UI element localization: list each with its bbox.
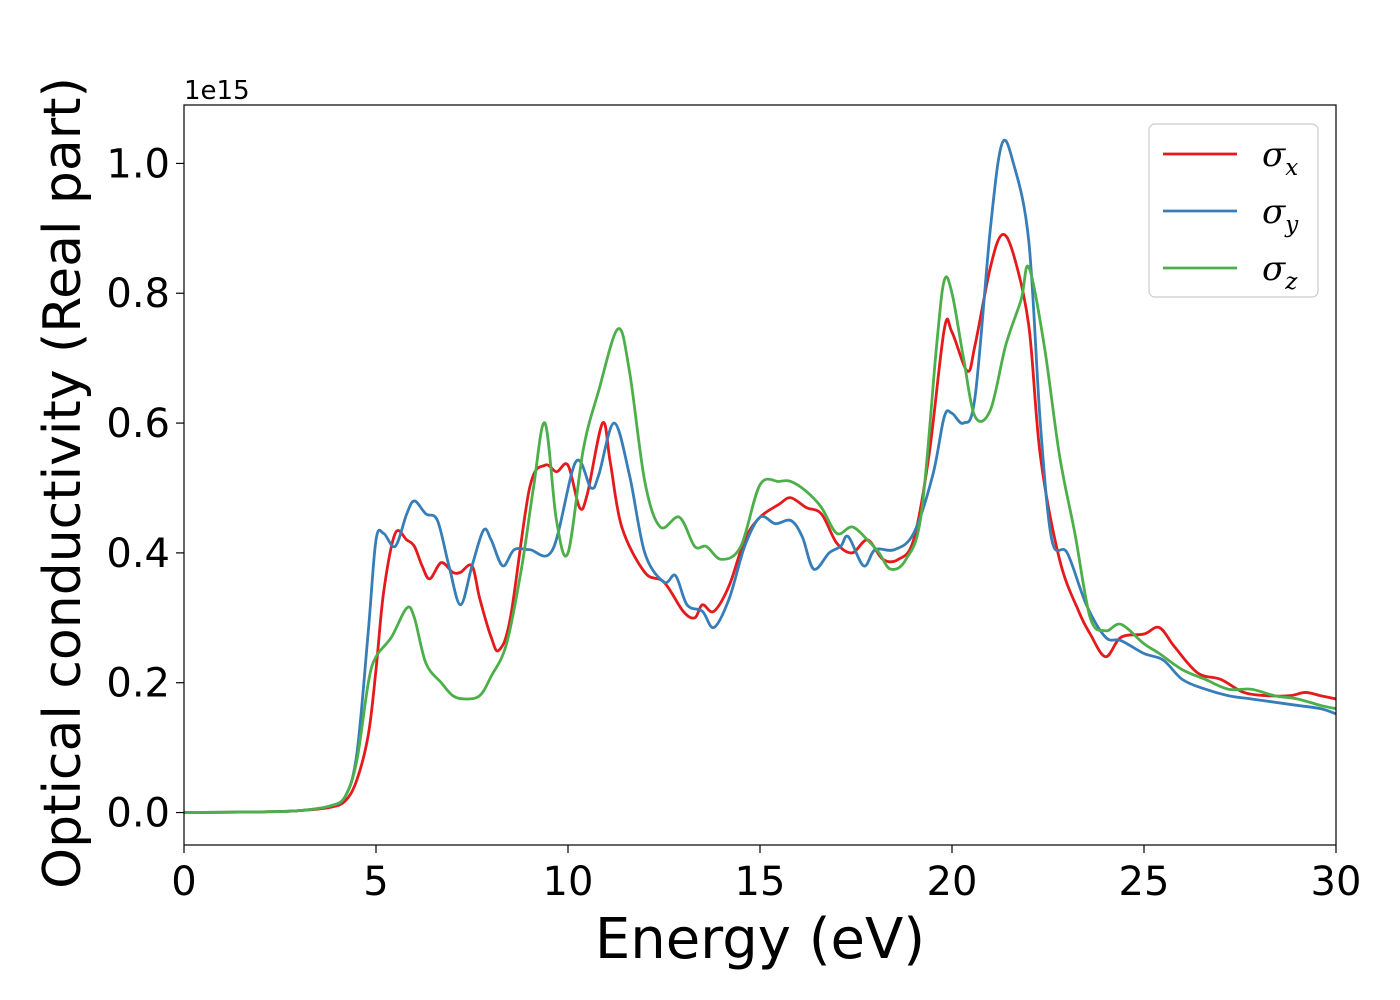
x-tick-label: 15 — [735, 859, 786, 905]
series-lines — [184, 138, 1336, 814]
x-axis-label: Energy (eV) — [595, 907, 925, 972]
series-line-z — [184, 264, 1336, 814]
y-tick-label: 0.2 — [106, 661, 170, 707]
x-tick-label: 25 — [1119, 859, 1170, 905]
y-axis: 0.0 0.2 0.4 0.6 0.8 1.0 — [106, 141, 184, 837]
x-tick-label: 5 — [363, 859, 388, 905]
x-tick-label: 30 — [1311, 859, 1362, 905]
series-line-y — [184, 138, 1336, 814]
y-offset-text: 1e15 — [184, 76, 250, 106]
x-tick-label: 20 — [927, 859, 978, 905]
y-tick-label: 0.4 — [106, 531, 170, 577]
x-tick-label: 0 — [171, 859, 196, 905]
series-line-x — [184, 233, 1336, 814]
y-axis-label: Optical conductivity (Real part) — [33, 77, 93, 889]
y-tick-label: 0.8 — [106, 271, 170, 317]
y-tick-label: 1.0 — [106, 141, 170, 187]
y-tick-label: 0.0 — [106, 791, 170, 837]
x-tick-label: 10 — [543, 859, 594, 905]
y-tick-label: 0.6 — [106, 401, 170, 447]
x-axis: 0 5 10 15 20 25 30 — [171, 845, 1361, 905]
